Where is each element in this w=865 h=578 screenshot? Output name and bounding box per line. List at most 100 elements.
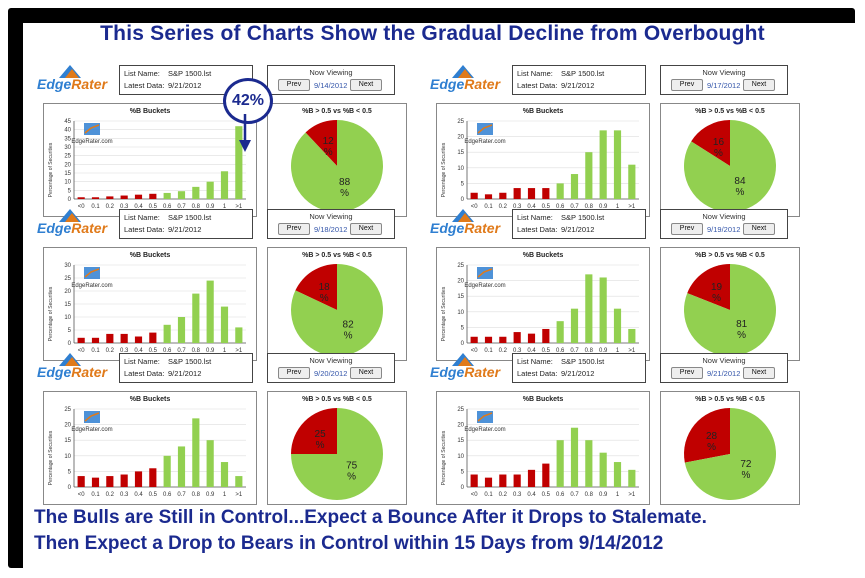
prev-button[interactable]: Prev	[278, 223, 310, 235]
logo-text: EdgeRater	[37, 76, 107, 92]
bar	[542, 463, 550, 487]
bar	[570, 174, 579, 199]
x-tick-label: >1	[235, 204, 243, 210]
y-tick-label: 20	[457, 135, 464, 141]
next-button[interactable]: Next	[350, 223, 382, 235]
y-tick-label: 0	[461, 485, 465, 491]
x-tick-label: >1	[628, 204, 636, 210]
bar	[235, 126, 243, 199]
y-tick-label: 5	[68, 469, 72, 475]
y-tick-label: 5	[461, 181, 465, 187]
x-tick-label: 0.3	[513, 204, 522, 210]
bar	[556, 183, 564, 199]
x-tick-label: 0.3	[120, 204, 129, 210]
bar-chart-title: %B Buckets	[523, 252, 564, 259]
pie-label-bear-unit: %	[707, 442, 716, 453]
list-name-label: List Name:	[124, 69, 160, 78]
latest-data-value: 9/21/2012	[168, 369, 202, 378]
bar-chart-title: %B Buckets	[130, 252, 171, 259]
y-tick-label: 25	[457, 119, 464, 125]
x-tick-label: 0.1	[91, 348, 100, 354]
bar	[513, 188, 521, 199]
list-info-box: List Name: S&P 1500.lst Latest Data: 9/21/2…	[119, 209, 253, 239]
bar	[585, 152, 593, 199]
next-button[interactable]: Next	[743, 367, 775, 379]
logo-text-part: Rater	[464, 76, 501, 92]
bar	[220, 306, 229, 343]
x-tick-label: 1	[616, 348, 620, 354]
y-tick-label: 5	[68, 188, 72, 194]
next-button[interactable]: Next	[350, 367, 382, 379]
bar	[585, 440, 593, 487]
x-tick-label: 0.6	[163, 492, 172, 498]
latest-data-value: 9/21/2012	[168, 81, 202, 90]
pie-chart-title: %B > 0.5 vs %B < 0.5	[695, 396, 765, 403]
latest-data-label: Latest Data:	[124, 225, 165, 234]
pie-label-bear-unit: %	[712, 293, 721, 304]
y-tick-label: 0	[461, 341, 465, 347]
x-tick-label: 0.8	[192, 492, 201, 498]
next-button[interactable]: Next	[743, 79, 775, 91]
pie-label-bear: 28	[706, 431, 718, 442]
bar	[613, 308, 622, 343]
y-tick-label: 25	[64, 407, 71, 413]
prev-button[interactable]: Prev	[671, 223, 703, 235]
edgerater-logo: EdgeRater	[428, 207, 510, 243]
bar	[192, 186, 200, 199]
x-tick-label: 0.9	[206, 204, 215, 210]
y-tick-label: 25	[457, 263, 464, 269]
latest-data-value: 9/21/2012	[561, 369, 595, 378]
y-tick-label: 10	[457, 454, 464, 460]
latest-data-label: Latest Data:	[517, 225, 558, 234]
edgerater-logo: EdgeRater	[35, 63, 117, 99]
now-viewing-box: Now Viewing Prev 9/17/2012 Next	[660, 65, 788, 95]
logo-text-part: Rater	[71, 364, 108, 380]
bar	[91, 337, 100, 343]
pie-label-bear-unit: %	[316, 440, 325, 451]
y-tick-label: 25	[64, 276, 71, 282]
bar	[149, 332, 157, 343]
pie-label-bear-unit: %	[714, 148, 723, 159]
y-axis-label: Percentage of Securities	[48, 142, 54, 197]
list-name-value: S&P 1500.lst	[561, 69, 605, 78]
prev-button[interactable]: Prev	[278, 79, 310, 91]
latest-data-row: Latest Data: 9/21/2012	[124, 369, 201, 378]
x-tick-label: 1	[223, 348, 227, 354]
bar	[177, 191, 186, 199]
list-name-value: S&P 1500.lst	[168, 69, 212, 78]
pie-chart-box: %B > 0.5 vs %B < 0.5 19% 81%	[660, 247, 800, 361]
pie-chart: %B > 0.5 vs %B < 0.518%82%	[291, 252, 383, 356]
prev-button[interactable]: Prev	[278, 367, 310, 379]
y-tick-label: 10	[64, 454, 71, 460]
bar	[585, 274, 593, 343]
bar	[527, 333, 536, 343]
y-tick-label: 10	[64, 180, 71, 186]
watermark-text: EdgeRater.com	[71, 427, 112, 433]
bar	[192, 293, 200, 343]
view-date: 9/19/2012	[707, 225, 741, 234]
x-tick-label: 0.4	[134, 492, 143, 498]
watermark-icon	[84, 268, 100, 278]
y-axis-label: Percentage of Securities	[48, 430, 54, 485]
x-tick-label: 0.8	[585, 492, 594, 498]
next-button[interactable]: Next	[743, 223, 775, 235]
prev-button[interactable]: Prev	[671, 367, 703, 379]
latest-data-value: 9/21/2012	[561, 81, 595, 90]
bar	[120, 195, 128, 199]
pie-label-bear-unit: %	[320, 293, 329, 304]
watermark-icon	[477, 268, 493, 278]
prev-button[interactable]: Prev	[671, 79, 703, 91]
x-tick-label: >1	[235, 348, 243, 354]
bar	[134, 194, 143, 199]
pie-chart-box: %B > 0.5 vs %B < 0.5 25% 75%	[267, 391, 407, 505]
list-name-label: List Name:	[517, 357, 553, 366]
view-date: 9/21/2012	[707, 369, 741, 378]
list-name-row: List Name: S&P 1500.lst	[124, 357, 211, 366]
bar-chart-box: %B Buckets Percentage of Securities 0 5 10 15…	[43, 103, 257, 217]
bar	[527, 188, 536, 199]
edgerater-logo: EdgeRater	[428, 63, 510, 99]
next-button[interactable]: Next	[350, 79, 382, 91]
y-tick-label: 15	[457, 294, 464, 300]
x-tick-label: 0.2	[106, 204, 115, 210]
watermark-icon	[84, 124, 100, 134]
